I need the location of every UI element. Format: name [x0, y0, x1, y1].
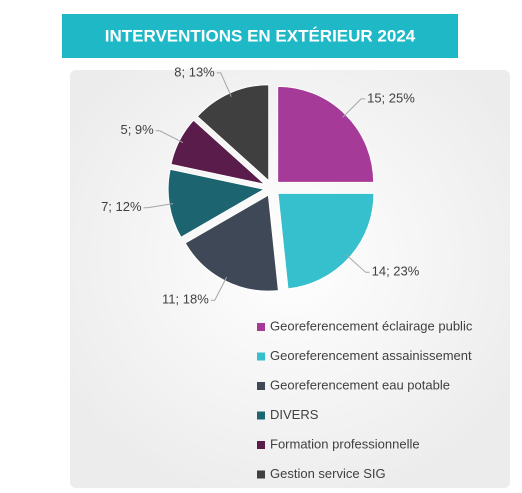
- data-label: 15; 25%: [367, 90, 415, 105]
- legend-label: Georeferencement éclairage public: [270, 318, 473, 333]
- leader-line: [216, 72, 232, 97]
- data-label: 11; 18%: [162, 292, 209, 307]
- legend-swatch: [257, 323, 265, 331]
- legend-swatch: [257, 352, 265, 361]
- leader-line: [210, 276, 228, 301]
- leader-line: [155, 130, 184, 144]
- leader-line: [143, 203, 174, 209]
- data-label: 14; 23%: [372, 264, 420, 279]
- legend-label: DIVERS: [270, 407, 319, 422]
- legend-label: Formation professionnelle: [270, 436, 420, 451]
- legend-swatch: [257, 441, 265, 449]
- legend-swatch: [257, 382, 265, 390]
- title-banner: [62, 14, 458, 58]
- leader-line: [345, 254, 370, 273]
- legend-swatch: [257, 411, 265, 420]
- chart-title: INTERVENTIONS EN EXTÉRIEUR 2024: [105, 26, 416, 45]
- data-label: 7; 12%: [101, 199, 142, 214]
- data-label: 5; 9%: [120, 122, 154, 137]
- legend-label: Georeferencement eau potable: [270, 377, 450, 392]
- leader-line: [342, 98, 366, 118]
- data-label: 8; 13%: [174, 64, 215, 79]
- legend-swatch: [257, 470, 265, 479]
- legend-label: Georeferencement assainissement: [270, 348, 472, 363]
- legend-label: Gestion service SIG: [270, 466, 386, 481]
